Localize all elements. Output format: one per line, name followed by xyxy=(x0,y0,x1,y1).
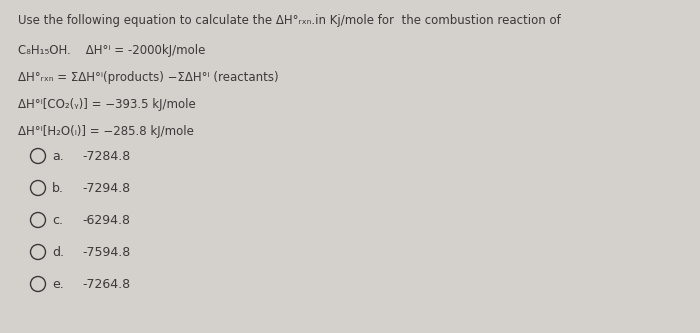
Text: -7284.8: -7284.8 xyxy=(82,150,130,163)
Text: a.: a. xyxy=(52,150,64,163)
Text: b.: b. xyxy=(52,181,64,194)
Text: e.: e. xyxy=(52,277,64,290)
Text: -7264.8: -7264.8 xyxy=(82,277,130,290)
Text: ΔH°ⁱ[H₂O(ₗ)] = −285.8 kJ/mole: ΔH°ⁱ[H₂O(ₗ)] = −285.8 kJ/mole xyxy=(18,125,194,138)
Text: Use the following equation to calculate the ΔH°ᵣₓₙ.in Kj/mole for  the combustio: Use the following equation to calculate … xyxy=(18,14,561,27)
Text: -7294.8: -7294.8 xyxy=(82,181,130,194)
Text: -7594.8: -7594.8 xyxy=(82,245,130,258)
Text: -6294.8: -6294.8 xyxy=(82,213,130,226)
Text: C₈H₁₅OH.    ΔH°ⁱ = -2000kJ/mole: C₈H₁₅OH. ΔH°ⁱ = -2000kJ/mole xyxy=(18,44,205,57)
Text: c.: c. xyxy=(52,213,63,226)
Text: d.: d. xyxy=(52,245,64,258)
Text: ΔH°ⁱ[CO₂(ᵧ)] = −393.5 kJ/mole: ΔH°ⁱ[CO₂(ᵧ)] = −393.5 kJ/mole xyxy=(18,98,196,111)
Text: ΔH°ᵣₓₙ = ΣΔH°ⁱ(products) −ΣΔH°ⁱ (reactants): ΔH°ᵣₓₙ = ΣΔH°ⁱ(products) −ΣΔH°ⁱ (reactan… xyxy=(18,71,279,84)
